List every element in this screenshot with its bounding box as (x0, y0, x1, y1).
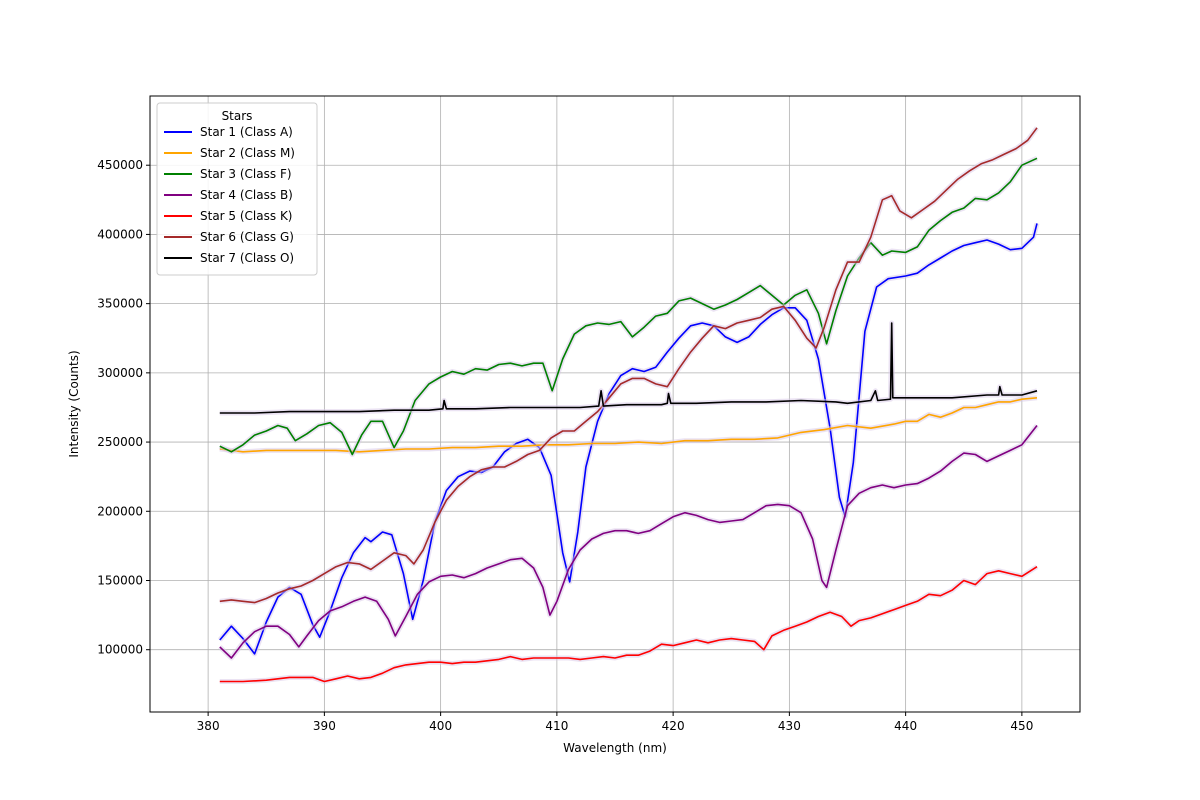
plot-frame (149, 95, 1081, 713)
series-line-star-3-class-f (219, 157, 1038, 456)
series-line-star-4-class-b (219, 425, 1038, 659)
legend-label: Star 6 (Class G) (200, 230, 294, 244)
y-tick-label: 250000 (97, 435, 143, 449)
y-tick-label: 300000 (97, 366, 143, 380)
series-6 (219, 126, 1040, 606)
x-tick-label: 440 (894, 719, 917, 733)
grid (150, 96, 1080, 712)
x-tick-label: 430 (778, 719, 801, 733)
y-tick-label: 350000 (97, 297, 143, 311)
series-5 (219, 564, 1039, 684)
y-tick-label: 200000 (97, 504, 143, 518)
legend-label: Star 7 (Class O) (200, 251, 294, 265)
series-1 (217, 222, 1040, 657)
series-4 (218, 423, 1039, 661)
y-tick-label: 400000 (97, 227, 143, 241)
y-axis-label: Intensity (Counts) (67, 350, 81, 457)
axis-ticks: 380 390 400 410 420 430 440 450 100000 150000 2000… (97, 158, 1033, 733)
x-tick-label: 410 (545, 719, 568, 733)
legend: Stars Star 1 (Class A) Star 2 (Class M) St… (156, 102, 318, 276)
x-tick-label: 390 (313, 719, 336, 733)
series-line-star-6-class-g (219, 127, 1038, 604)
y-tick-label: 150000 (97, 573, 143, 587)
legend-title: Stars (222, 109, 253, 123)
x-tick-label: 400 (429, 719, 452, 733)
legend-label: Star 3 (Class F) (200, 167, 292, 181)
legend-label: Star 2 (Class M) (200, 146, 295, 160)
x-tick-label: 450 (1010, 719, 1033, 733)
x-tick-label: 380 (197, 719, 220, 733)
y-tick-label: 450000 (97, 158, 143, 172)
legend-label: Star 5 (Class K) (200, 209, 293, 223)
series-line-star-2-class-m (219, 397, 1038, 453)
legend-label: Star 4 (Class B) (200, 188, 293, 202)
series-line-star-5-class-k (219, 566, 1038, 683)
legend-label: Star 1 (Class A) (200, 125, 293, 139)
series-2 (219, 395, 1038, 455)
series-line-star-7-class-o (219, 322, 1038, 414)
series-7 (219, 320, 1038, 416)
series-3 (218, 156, 1039, 457)
series-line-star-1-class-a (219, 223, 1038, 655)
x-axis-label: Wavelength (nm) (563, 741, 667, 755)
x-tick-label: 420 (662, 719, 685, 733)
legend-box (156, 102, 318, 276)
series-layer (217, 126, 1040, 684)
y-tick-label: 100000 (97, 643, 143, 657)
